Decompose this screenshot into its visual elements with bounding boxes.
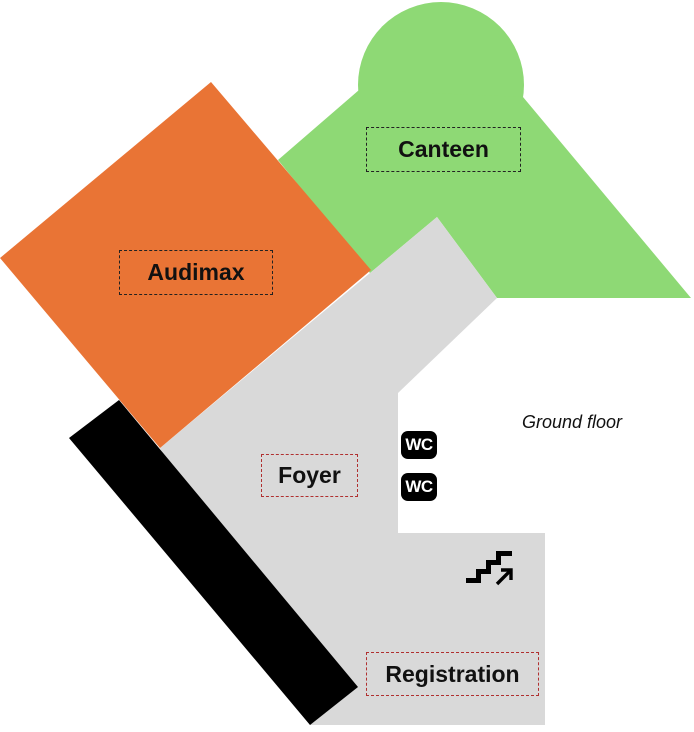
- canteen-floor: [278, 90, 691, 298]
- registration-label[interactable]: Registration: [366, 652, 539, 696]
- wall: [69, 400, 358, 725]
- wc-upper-text: WC: [405, 435, 433, 454]
- registration-label-text: Registration: [385, 660, 520, 687]
- canteen-label-text: Canteen: [398, 136, 489, 162]
- audimax-label[interactable]: Audimax: [119, 250, 273, 295]
- wc-upper-badge[interactable]: WC: [401, 431, 437, 459]
- audimax-label-text: Audimax: [147, 259, 245, 285]
- canteen-label[interactable]: Canteen: [366, 127, 521, 172]
- audimax-area[interactable]: [0, 82, 371, 448]
- foyer-label-text: Foyer: [278, 462, 341, 488]
- wc-lower-badge[interactable]: WC: [401, 473, 437, 501]
- floor-caption: Ground floor: [522, 412, 623, 432]
- stairs-up-icon[interactable]: [464, 546, 514, 586]
- canteen-area[interactable]: [278, 2, 691, 298]
- foyer-label[interactable]: Foyer: [261, 454, 358, 497]
- wc-lower-text: WC: [405, 477, 433, 496]
